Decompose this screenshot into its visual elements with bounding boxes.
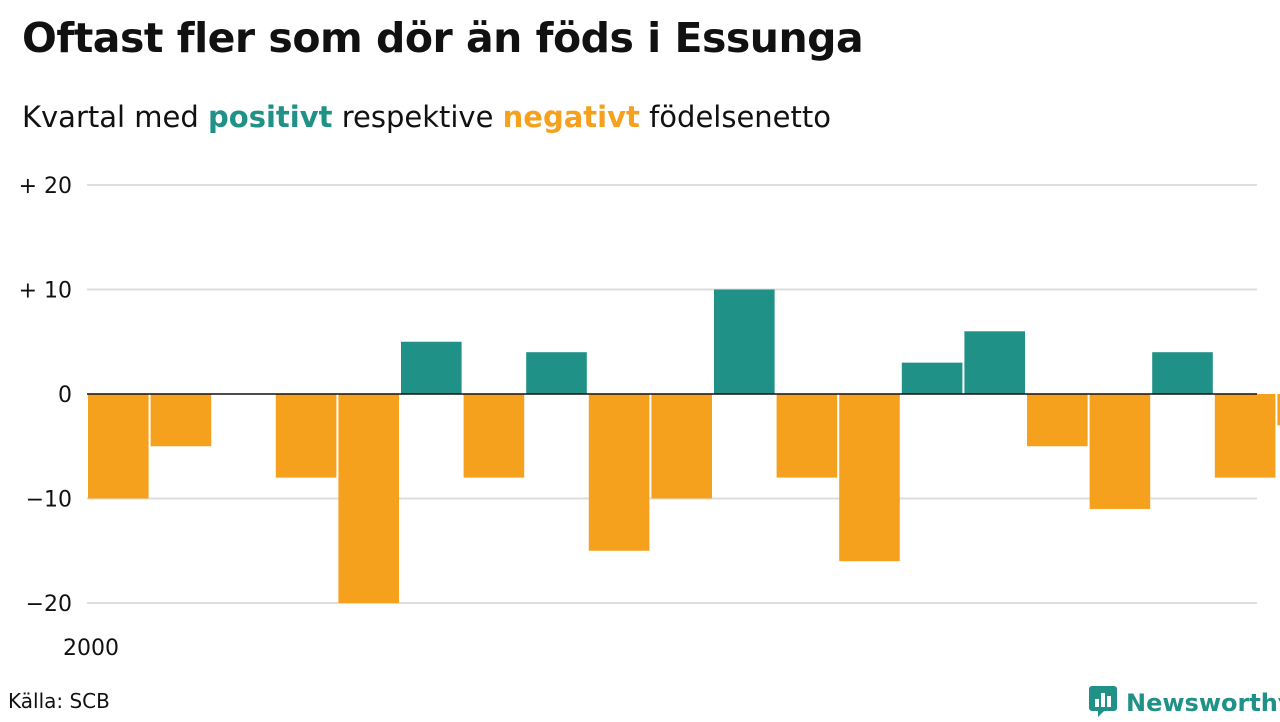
y-axis-ticks: + 20 + 10 0 −10 −20 [19,174,72,617]
negative-bar [1214,394,1276,478]
negative-bar [1089,394,1151,509]
bar-chart-speech-bubble-icon [1088,684,1118,722]
negative-bar [88,394,149,499]
subtitle-suffix: födelsenetto [639,100,831,134]
y-tick-label: −10 [26,488,72,513]
positive-bar [1152,352,1213,394]
x-tick-label: 2000 [63,636,119,661]
x-axis-ticks: 20002005201020152020 [63,636,119,661]
negative-bar [338,394,399,603]
bars [88,289,1280,603]
negative-bar [839,394,900,562]
positive-bar [526,352,587,394]
y-tick-label: 0 [58,383,72,408]
chart-subtitle: Kvartal med positivt respektive negativt… [22,100,831,134]
subtitle-positive: positivt [208,100,333,134]
brand-logo: Newsworthy [1088,684,1280,722]
negative-bar [150,394,212,447]
y-tick-label: −20 [26,592,72,617]
subtitle-prefix: Kvartal med [22,100,209,134]
negative-bar [588,394,650,551]
negative-bar [275,394,337,478]
negative-bar [651,394,712,499]
y-tick-label: + 10 [19,279,72,304]
y-tick-label: + 20 [19,174,72,199]
positive-bar [901,362,963,394]
negative-bar [463,394,525,478]
source-note: Källa: SCB [8,689,110,713]
brand-name: Newsworthy [1126,689,1280,717]
positive-bar [964,331,1025,394]
positive-bar [714,289,775,394]
subtitle-middle: respektive [332,100,503,134]
subtitle-negative: negativt [502,100,640,134]
negative-bar [776,394,838,478]
negative-bar [1027,394,1088,447]
negative-bar [1277,394,1280,426]
positive-bar [401,341,462,394]
page-title: Oftast fler som dör än föds i Essunga [22,14,864,62]
